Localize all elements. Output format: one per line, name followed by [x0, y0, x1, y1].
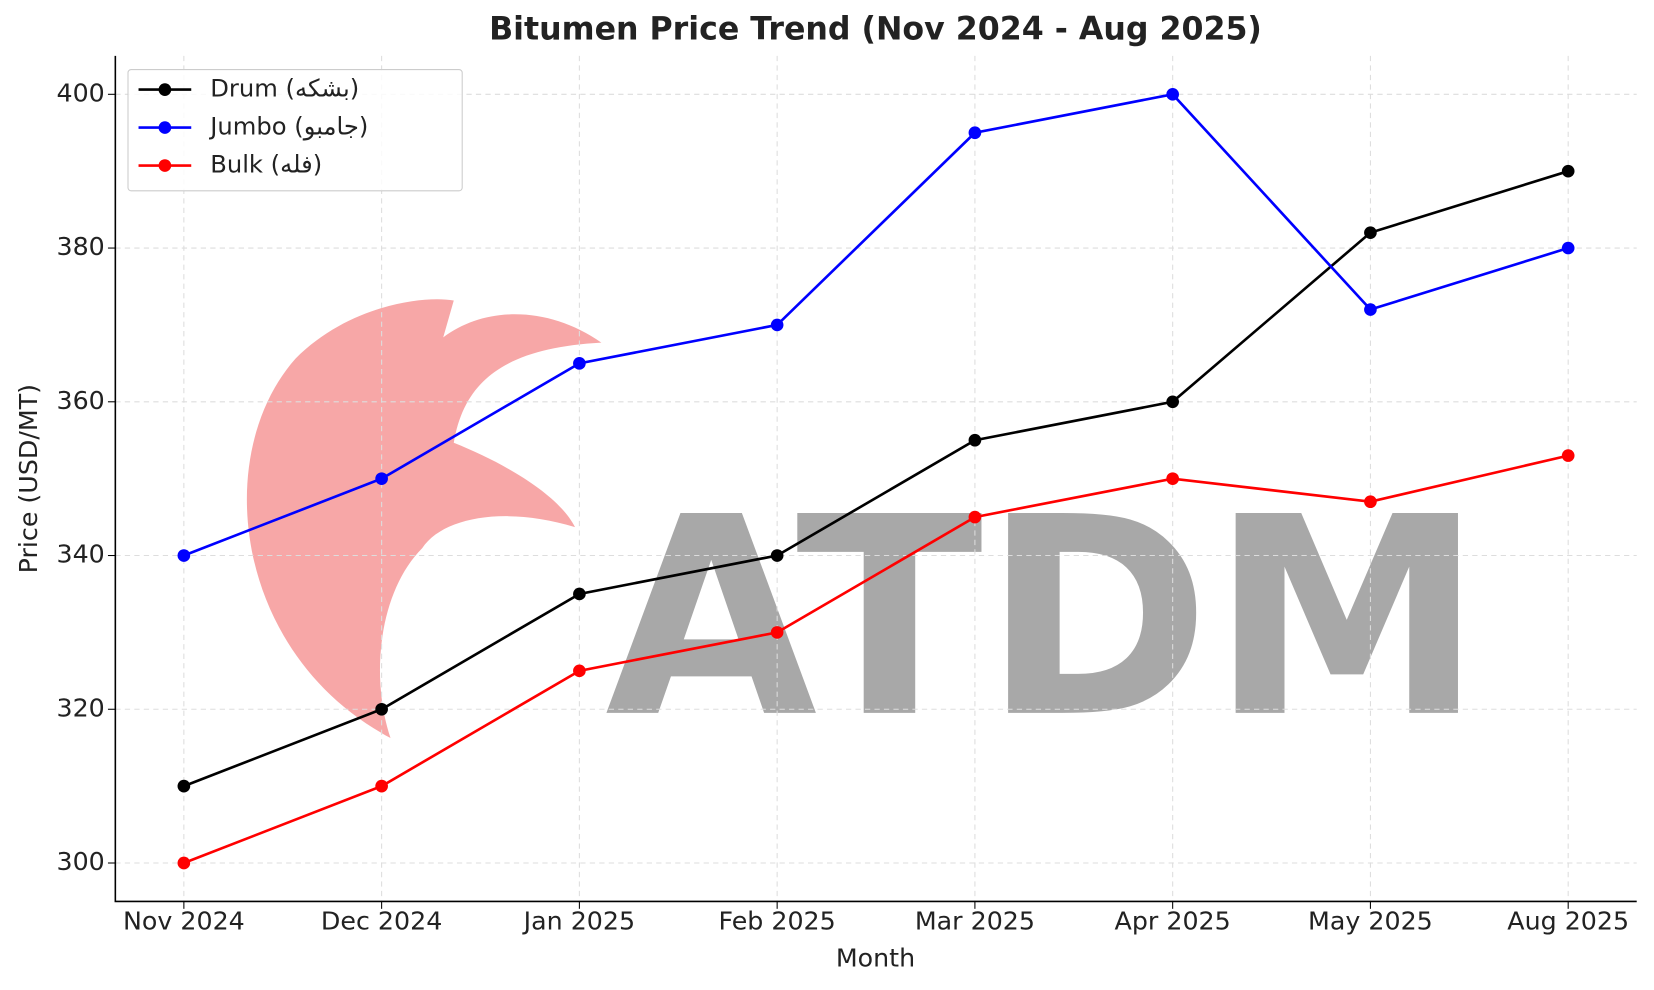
data-point [375, 779, 388, 793]
data-point [770, 549, 784, 562]
legend-marker [158, 159, 172, 172]
y-tick-label: 380 [56, 232, 104, 261]
x-tick-label: Jan 2025 [522, 907, 635, 936]
data-point [573, 357, 586, 370]
legend-label: Drum (بشکه) [210, 74, 359, 103]
data-point [968, 433, 982, 447]
series-line [183, 454, 1569, 865]
data-point [177, 549, 191, 562]
y-tick-label: 320 [56, 693, 104, 722]
data-point [177, 779, 191, 793]
data-point [1561, 164, 1575, 178]
series-line [183, 169, 1569, 788]
data-point [1364, 226, 1377, 240]
x-tick-label: Apr 2025 [1115, 907, 1231, 936]
y-axis-label: Price (USD/MT) [14, 384, 43, 573]
data-point [573, 664, 586, 678]
data-point [770, 318, 784, 332]
legend-label: Jumbo (جامبو) [208, 112, 368, 141]
data-point [1561, 241, 1575, 255]
data-point [968, 126, 982, 140]
watermark-group: ATDM [246, 299, 1483, 778]
legend-label: Bulk (فله) [210, 150, 322, 179]
x-tick-label: May 2025 [1308, 907, 1433, 936]
data-point [177, 856, 191, 870]
x-tick-label: Dec 2024 [321, 907, 442, 936]
legend-marker [158, 83, 172, 96]
watermark-text: ATDM [605, 459, 1483, 778]
data-point [1364, 495, 1377, 509]
y-tick-label: 360 [56, 386, 104, 415]
x-tick-label: Nov 2024 [123, 907, 245, 936]
x-tick-label: Mar 2025 [915, 907, 1035, 936]
data-point [573, 587, 586, 601]
y-tick-label: 400 [56, 78, 104, 107]
x-tick-label: Aug 2025 [1507, 907, 1629, 936]
watermark-logo [246, 299, 602, 739]
legend-marker [158, 121, 172, 134]
data-point [1364, 303, 1377, 316]
data-point [1561, 449, 1575, 462]
data-point [968, 510, 982, 524]
y-tick-label: 340 [56, 540, 104, 569]
data-point [770, 626, 784, 639]
legend-box [127, 69, 463, 192]
x-axis-label: Month [836, 943, 915, 972]
data-point [375, 472, 388, 485]
axes-frame [114, 55, 1637, 903]
series-line [183, 92, 1569, 557]
chart-title: Bitumen Price Trend (Nov 2024 - Aug 2025… [489, 12, 1262, 48]
data-point [1166, 395, 1179, 409]
data-point [1166, 87, 1179, 101]
x-tick-label: Feb 2025 [719, 907, 836, 936]
y-tick-label: 300 [56, 847, 104, 876]
data-point [1166, 472, 1179, 485]
data-point [375, 702, 388, 716]
